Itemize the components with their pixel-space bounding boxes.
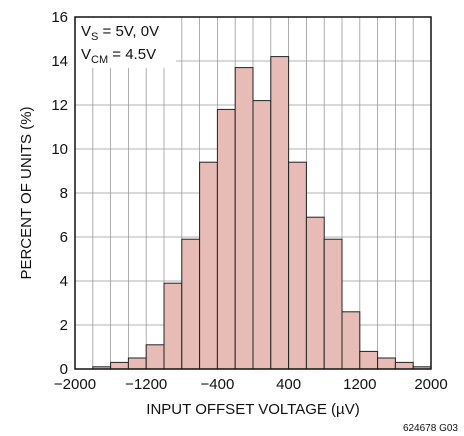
- y-tick-label: 6: [60, 229, 68, 246]
- y-axis-title: PERCENT OF UNITS (%): [18, 106, 35, 279]
- histogram-bar: [127, 357, 147, 370]
- histogram-bar: [163, 282, 183, 370]
- plot-frame: [74, 16, 432, 370]
- histogram-bar: [181, 238, 201, 370]
- x-tick-label: −1200: [125, 376, 167, 393]
- y-tick-label: 2: [60, 317, 68, 334]
- figure-id: 624678 G03: [403, 423, 458, 434]
- x-tick-label: −400: [201, 376, 235, 393]
- annotation-supply: VS = 5V, 0V: [81, 23, 159, 43]
- x-tick-label: 400: [276, 376, 301, 393]
- histogram-bars: [92, 56, 432, 370]
- y-tick-label: 10: [51, 141, 68, 158]
- y-tick-label: 4: [60, 273, 68, 290]
- histogram-bar: [270, 56, 290, 370]
- annotation-background: [76, 18, 176, 68]
- y-tick-label: 12: [51, 97, 68, 114]
- histogram-bar: [288, 161, 307, 370]
- x-tick-label: 1200: [343, 376, 376, 393]
- annotation-common-mode: VCM = 4.5V: [81, 46, 156, 66]
- y-tick-label: 8: [60, 185, 68, 202]
- x-tick-label: −2000: [54, 376, 96, 393]
- histogram-bar: [305, 216, 325, 370]
- histogram-bar: [110, 361, 129, 370]
- y-tick-label: 0: [60, 361, 68, 378]
- y-tick-label: 16: [51, 9, 68, 26]
- x-tick-label: 2000: [414, 376, 447, 393]
- histogram-bar: [359, 350, 379, 370]
- histogram-bar: [341, 311, 361, 370]
- y-tick-label: 14: [51, 53, 68, 70]
- histogram-bar: [394, 361, 414, 370]
- histogram-bar: [234, 67, 254, 370]
- x-axis-title: INPUT OFFSET VOLTAGE (µV): [146, 401, 359, 418]
- histogram-bar: [145, 344, 165, 370]
- histogram-bar: [377, 357, 396, 370]
- histogram-bar: [323, 238, 343, 370]
- histogram-bar: [216, 108, 236, 370]
- histogram-bar: [199, 161, 218, 370]
- histogram-bar: [252, 100, 272, 370]
- tick-labels: 0 2 4 6 8 10 12 14 16 −2000 −1200 −400 400 1200 2000: [51, 9, 447, 393]
